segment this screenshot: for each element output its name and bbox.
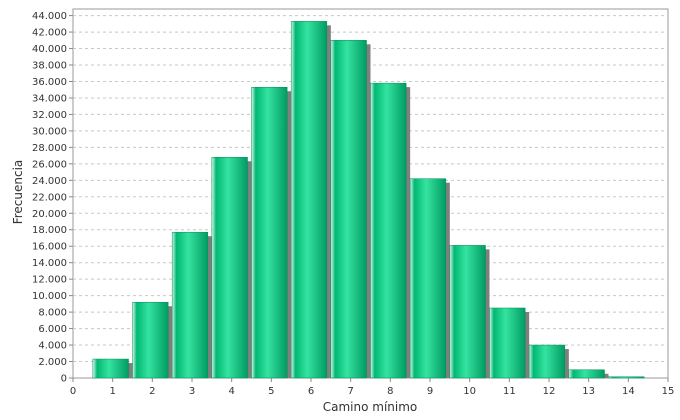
bar (251, 86, 288, 379)
y-tick-label: 8.000 (38, 308, 67, 319)
y-tick-label: 40.000 (32, 44, 67, 55)
y-tick-label: 10.000 (32, 291, 67, 302)
x-tick-label: 11 (503, 386, 516, 397)
bar (92, 358, 129, 379)
y-axis-title: Frecuencia (11, 160, 25, 225)
bars-group (92, 21, 645, 379)
x-axis: 0 1 2 3 4 5 6 7 8 9 10 11 12 13 14 15 (70, 378, 675, 397)
x-tick-label: 13 (582, 386, 595, 397)
x-tick-label: 3 (189, 386, 195, 397)
y-tick-label: 26.000 (32, 159, 67, 170)
bar (171, 231, 209, 379)
bar (290, 21, 328, 379)
x-tick-label: 1 (109, 386, 115, 397)
x-tick-label: 15 (662, 386, 675, 397)
bar (568, 369, 605, 379)
y-axis: 0 2.000 4.000 6.000 8.000 10.000 12.000 14.000 1… (32, 11, 73, 385)
y-tick-label: 20.000 (32, 209, 67, 220)
bar (449, 245, 486, 379)
y-tick-label: 36.000 (32, 77, 67, 88)
bar (409, 178, 447, 379)
y-tick-label: 4.000 (38, 341, 67, 352)
bar (211, 157, 248, 379)
y-tick-label: 14.000 (32, 258, 67, 269)
y-tick-label: 44.000 (32, 11, 67, 22)
y-tick-label: 22.000 (32, 192, 67, 203)
x-tick-label: 0 (70, 386, 76, 397)
x-tick-label: 8 (387, 386, 393, 397)
x-tick-label: 14 (622, 386, 635, 397)
y-tick-label: 30.000 (32, 126, 67, 137)
y-tick-label: 38.000 (32, 61, 67, 72)
x-tick-label: 5 (268, 386, 274, 397)
bar (489, 307, 526, 379)
y-tick-label: 24.000 (32, 176, 67, 187)
y-tick-label: 28.000 (32, 143, 67, 154)
y-tick-label: 6.000 (38, 324, 67, 335)
y-tick-label: 42.000 (32, 28, 67, 39)
x-tick-label: 9 (427, 386, 433, 397)
x-tick-label: 6 (308, 386, 314, 397)
bar (528, 344, 566, 379)
bar (608, 376, 645, 379)
y-tick-label: 32.000 (32, 110, 67, 121)
x-axis-title: Camino mínimo (323, 400, 418, 414)
bar (132, 301, 169, 379)
y-tick-label: 0 (61, 374, 67, 385)
bar (330, 40, 367, 379)
y-tick-label: 2.000 (38, 357, 67, 368)
y-tick-label: 16.000 (32, 242, 67, 253)
y-tick-label: 12.000 (32, 275, 67, 286)
x-tick-label: 2 (149, 386, 155, 397)
x-tick-label: 10 (463, 386, 476, 397)
x-tick-label: 4 (228, 386, 234, 397)
y-tick-label: 34.000 (32, 93, 67, 104)
x-tick-label: 7 (347, 386, 353, 397)
y-tick-label: 18.000 (32, 225, 67, 236)
x-tick-label: 12 (543, 386, 556, 397)
bar (370, 82, 407, 379)
